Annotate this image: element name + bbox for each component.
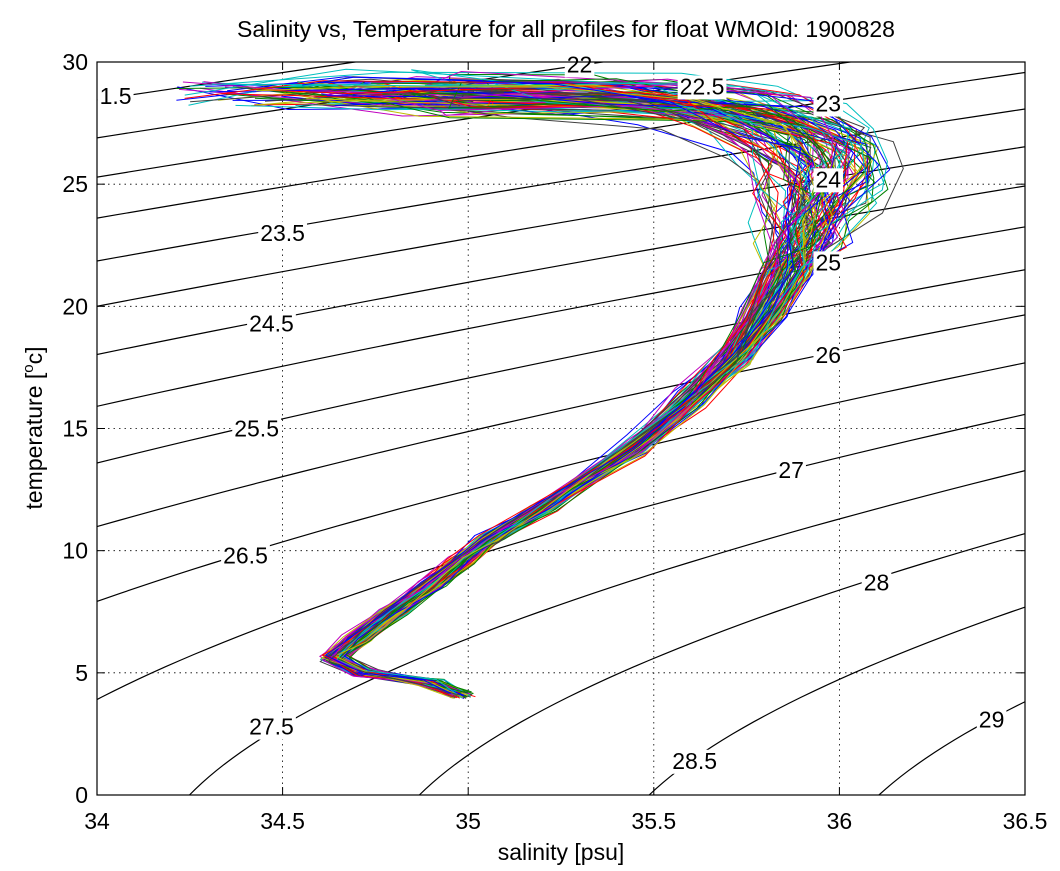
density-contour [648,606,1025,795]
float-profile-line [302,76,802,695]
contour-label-background [813,168,844,193]
contour-label-background [861,571,892,596]
contour-label-background [97,85,134,110]
x-tick-label: 36 [827,808,853,834]
density-contour [97,62,855,178]
y-tick-label: 20 [62,293,88,319]
contour-label: 23.5 [260,220,305,246]
y-tick-label: 10 [62,538,88,564]
tick-layer [96,61,1026,796]
y-tick-label: 0 [75,782,88,808]
y-axis-label-prefix: temperature [ [21,372,47,509]
density-contour [97,71,1025,219]
contour-label: 26 [815,342,841,368]
contour-label: 22 [567,51,593,77]
y-tick-label: 15 [62,416,88,442]
float-profile-line [343,87,827,697]
float-profile-line [345,82,815,695]
density-contour [418,532,1025,795]
contour-label-background [670,749,720,774]
density-contour [97,314,1025,528]
density-contour [188,470,1025,795]
contour-label: 28 [864,569,890,595]
contour-label-background [247,715,296,740]
contour-label-background [258,222,307,247]
float-profile-line [324,92,805,696]
float-profile-line [331,83,849,694]
contour-label: 1.5 [100,83,132,109]
float-profile-line [256,86,833,697]
contour-label-background [677,75,727,100]
density-contour [97,108,1025,262]
contour-label: 24 [815,166,841,192]
x-tick-labels: 34 34.5 35 35.5 36 36.5 [84,808,1047,834]
x-tick-label: 35.5 [631,808,676,834]
x-tick-label: 36.5 [1003,808,1048,834]
contour-label: 22.5 [680,73,725,99]
y-axis-label-superscript: o [20,364,37,372]
y-tick-label: 25 [62,171,88,197]
contour-label-background [776,459,806,484]
density-contour [97,413,1025,701]
contour-label: 26.5 [223,543,268,569]
contour-label: 28.5 [672,748,717,774]
contour-label: 23 [815,91,841,117]
density-contour [97,362,1025,603]
chart-title: Salinity vs, Temperature for all profile… [237,16,895,42]
contour-label: 29 [979,706,1005,732]
float-profile-line [326,92,833,695]
contour-label: 27 [778,457,804,483]
contour-label: 25 [815,249,841,275]
contour-label-background [564,53,595,78]
y-axis-label: temperature [oc] [20,346,47,509]
contour-label-background [813,92,844,117]
x-tick-label: 35 [455,808,481,834]
contour-label-background [976,708,1007,733]
y-tick-labels: 0 5 10 15 20 25 30 [62,49,88,808]
contour-label-layer: 1.5 22 22.5 23 23.5 24 24.5 25 25.5 26 26.5 27 27.5 2… [97,51,1007,774]
float-profile-line [327,97,806,696]
profile-layer [176,68,904,699]
float-profile-line [340,88,775,697]
float-profile-line [336,81,888,692]
contour-label-background [247,312,296,337]
float-profile-line [211,83,813,696]
y-tick-label: 5 [75,660,88,686]
float-profile-line [337,92,832,694]
y-axis-label-suffix: c] [21,346,47,364]
contour-label-background [221,544,270,569]
y-tick-label: 30 [62,49,88,75]
x-tick-label: 34 [84,808,110,834]
contour-label-background [813,251,844,276]
contour-label: 24.5 [249,310,294,336]
contour-label-background [813,344,844,369]
x-tick-label: 34.5 [260,808,305,834]
contour-label-background [232,417,281,442]
contour-label: 27.5 [249,714,294,740]
contour-label: 25.5 [234,416,279,442]
x-axis-label: salinity [psu] [498,839,625,865]
